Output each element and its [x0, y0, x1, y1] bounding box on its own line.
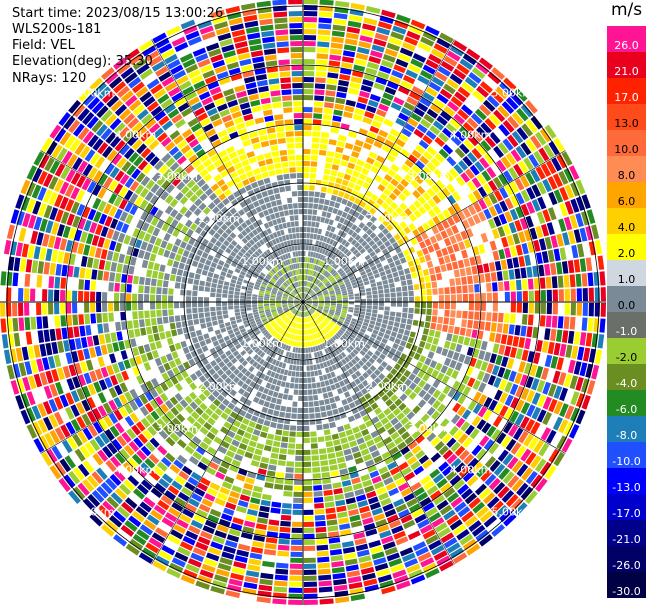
range-ring-label: 3.00km: [156, 422, 198, 435]
colorbar-tick-label: 26.0: [614, 39, 639, 52]
range-rings: [0, 0, 606, 605]
colorbar-swatch: [607, 312, 646, 339]
range-ring-label: 5.00km: [492, 87, 534, 100]
colorbar-tick-label: -8.0: [616, 429, 637, 442]
colorbar-swatch: [607, 520, 646, 547]
nrays-text: NRays: 120: [12, 71, 87, 86]
field-text: Field: VEL: [12, 38, 75, 53]
colorbar-swatch: [607, 338, 646, 365]
colorbar-swatch: [607, 260, 646, 287]
range-ring-label: 3.00km: [156, 170, 198, 183]
azimuth-spoke: [302, 301, 455, 565]
colorbar-tick-label: -21.0: [612, 533, 640, 546]
range-ring-label: 1.00km: [241, 255, 283, 268]
colorbar-swatch: [607, 130, 646, 157]
start-time-text: Start time: 2023/08/15 13:00:26: [12, 6, 224, 21]
colorbar-swatch: [607, 208, 646, 235]
velocity-gates: [0, 0, 606, 605]
colorbar-tick-label: 10.0: [614, 143, 639, 156]
range-ring-label: 4.00km: [115, 464, 157, 477]
colorbar-tick-label: -4.0: [616, 377, 637, 390]
colorbar-swatch: [607, 234, 646, 261]
range-ring-label: 5.00km: [73, 505, 115, 518]
range-ring-label: 1.00km: [323, 255, 365, 268]
colorbar-swatch: [607, 156, 646, 183]
colorbar-tick-label: 21.0: [614, 65, 639, 78]
azimuth-spoke: [302, 301, 566, 454]
colorbar-swatch: [607, 468, 646, 495]
colorbar-swatch: [607, 416, 646, 443]
colorbar-swatch: [607, 546, 646, 573]
range-ring-label: 5.00km: [73, 87, 115, 100]
colorbar-tick-label: 17.0: [614, 91, 639, 104]
colorbar-swatch: [607, 286, 646, 313]
colorbar-swatch: [607, 494, 646, 521]
colorbar-swatch: [607, 390, 646, 417]
range-ring-label: 4.00km: [450, 464, 492, 477]
colorbar-swatch: [607, 442, 646, 469]
range-ring-label: 1.00km: [323, 337, 365, 350]
range-ring-labels: 1.00km 1.00km 1.00km 1.00km 2.00km 2.00km 2.00…: [73, 87, 533, 519]
colorbar-swatch: [607, 182, 646, 209]
azimuth-spoke: [302, 39, 455, 303]
colorbar-tick-label: -6.0: [616, 403, 637, 416]
range-ring-label: 4.00km: [450, 128, 492, 141]
colorbar-tick-label: 13.0: [614, 117, 639, 130]
azimuth-spoke: [40, 301, 304, 454]
colorbar-tick-label: 0.0: [618, 299, 636, 312]
colorbar-tick-label: 1.0: [618, 273, 636, 286]
colorbar-swatch: [607, 572, 646, 598]
station-text: WLS200s-181: [12, 22, 102, 37]
colorbar-tick-label: 2.0: [618, 247, 636, 260]
colorbar-tick-label: -10.0: [612, 455, 640, 468]
range-ring-label: 2.00km: [366, 380, 408, 393]
colorbar: 26.0 21.0 17.0 13.0 10.0 8.0 6.0 4.0 2.0 1.0 0.0 -1…: [607, 26, 646, 598]
range-ring-label: 2.00km: [366, 212, 408, 225]
colorbar-tick-label: -30.0: [612, 585, 640, 598]
azimuth-spoke: [151, 39, 304, 303]
range-ring-label: 3.00km: [408, 422, 450, 435]
range-ring-label: 5.00km: [492, 505, 534, 518]
range-ring-label: 1.00km: [241, 337, 283, 350]
colorbar-swatch: [607, 78, 646, 105]
azimuth-spoke: [40, 150, 304, 303]
colorbar-tick-label: 4.0: [618, 221, 636, 234]
range-ring-label: 4.00km: [115, 128, 157, 141]
colorbar-tick-label: -13.0: [612, 481, 640, 494]
colorbar-swatch: [607, 364, 646, 391]
azimuth-spoke: [302, 150, 566, 303]
colorbar-tick-label: 6.0: [618, 195, 636, 208]
colorbar-swatch: [607, 104, 646, 131]
colorbar-tick-label: 8.0: [618, 169, 636, 182]
elevation-text: Elevation(deg): 35.30: [12, 54, 153, 69]
colorbar-swatch: [607, 52, 646, 79]
colorbar-tick-label: -2.0: [616, 351, 637, 364]
range-ring-label: 2.00km: [198, 212, 240, 225]
colorbar-tick-label: -17.0: [612, 507, 640, 520]
colorbar-tick-label: -26.0: [612, 559, 640, 572]
range-ring-label: 2.00km: [198, 380, 240, 393]
azimuth-spoke: [151, 301, 304, 565]
colorbar-tick-label: -1.0: [616, 325, 637, 338]
colorbar-swatch: [607, 26, 646, 53]
range-ring-label: 3.00km: [408, 170, 450, 183]
colorbar-unit: m/s: [611, 0, 643, 20]
